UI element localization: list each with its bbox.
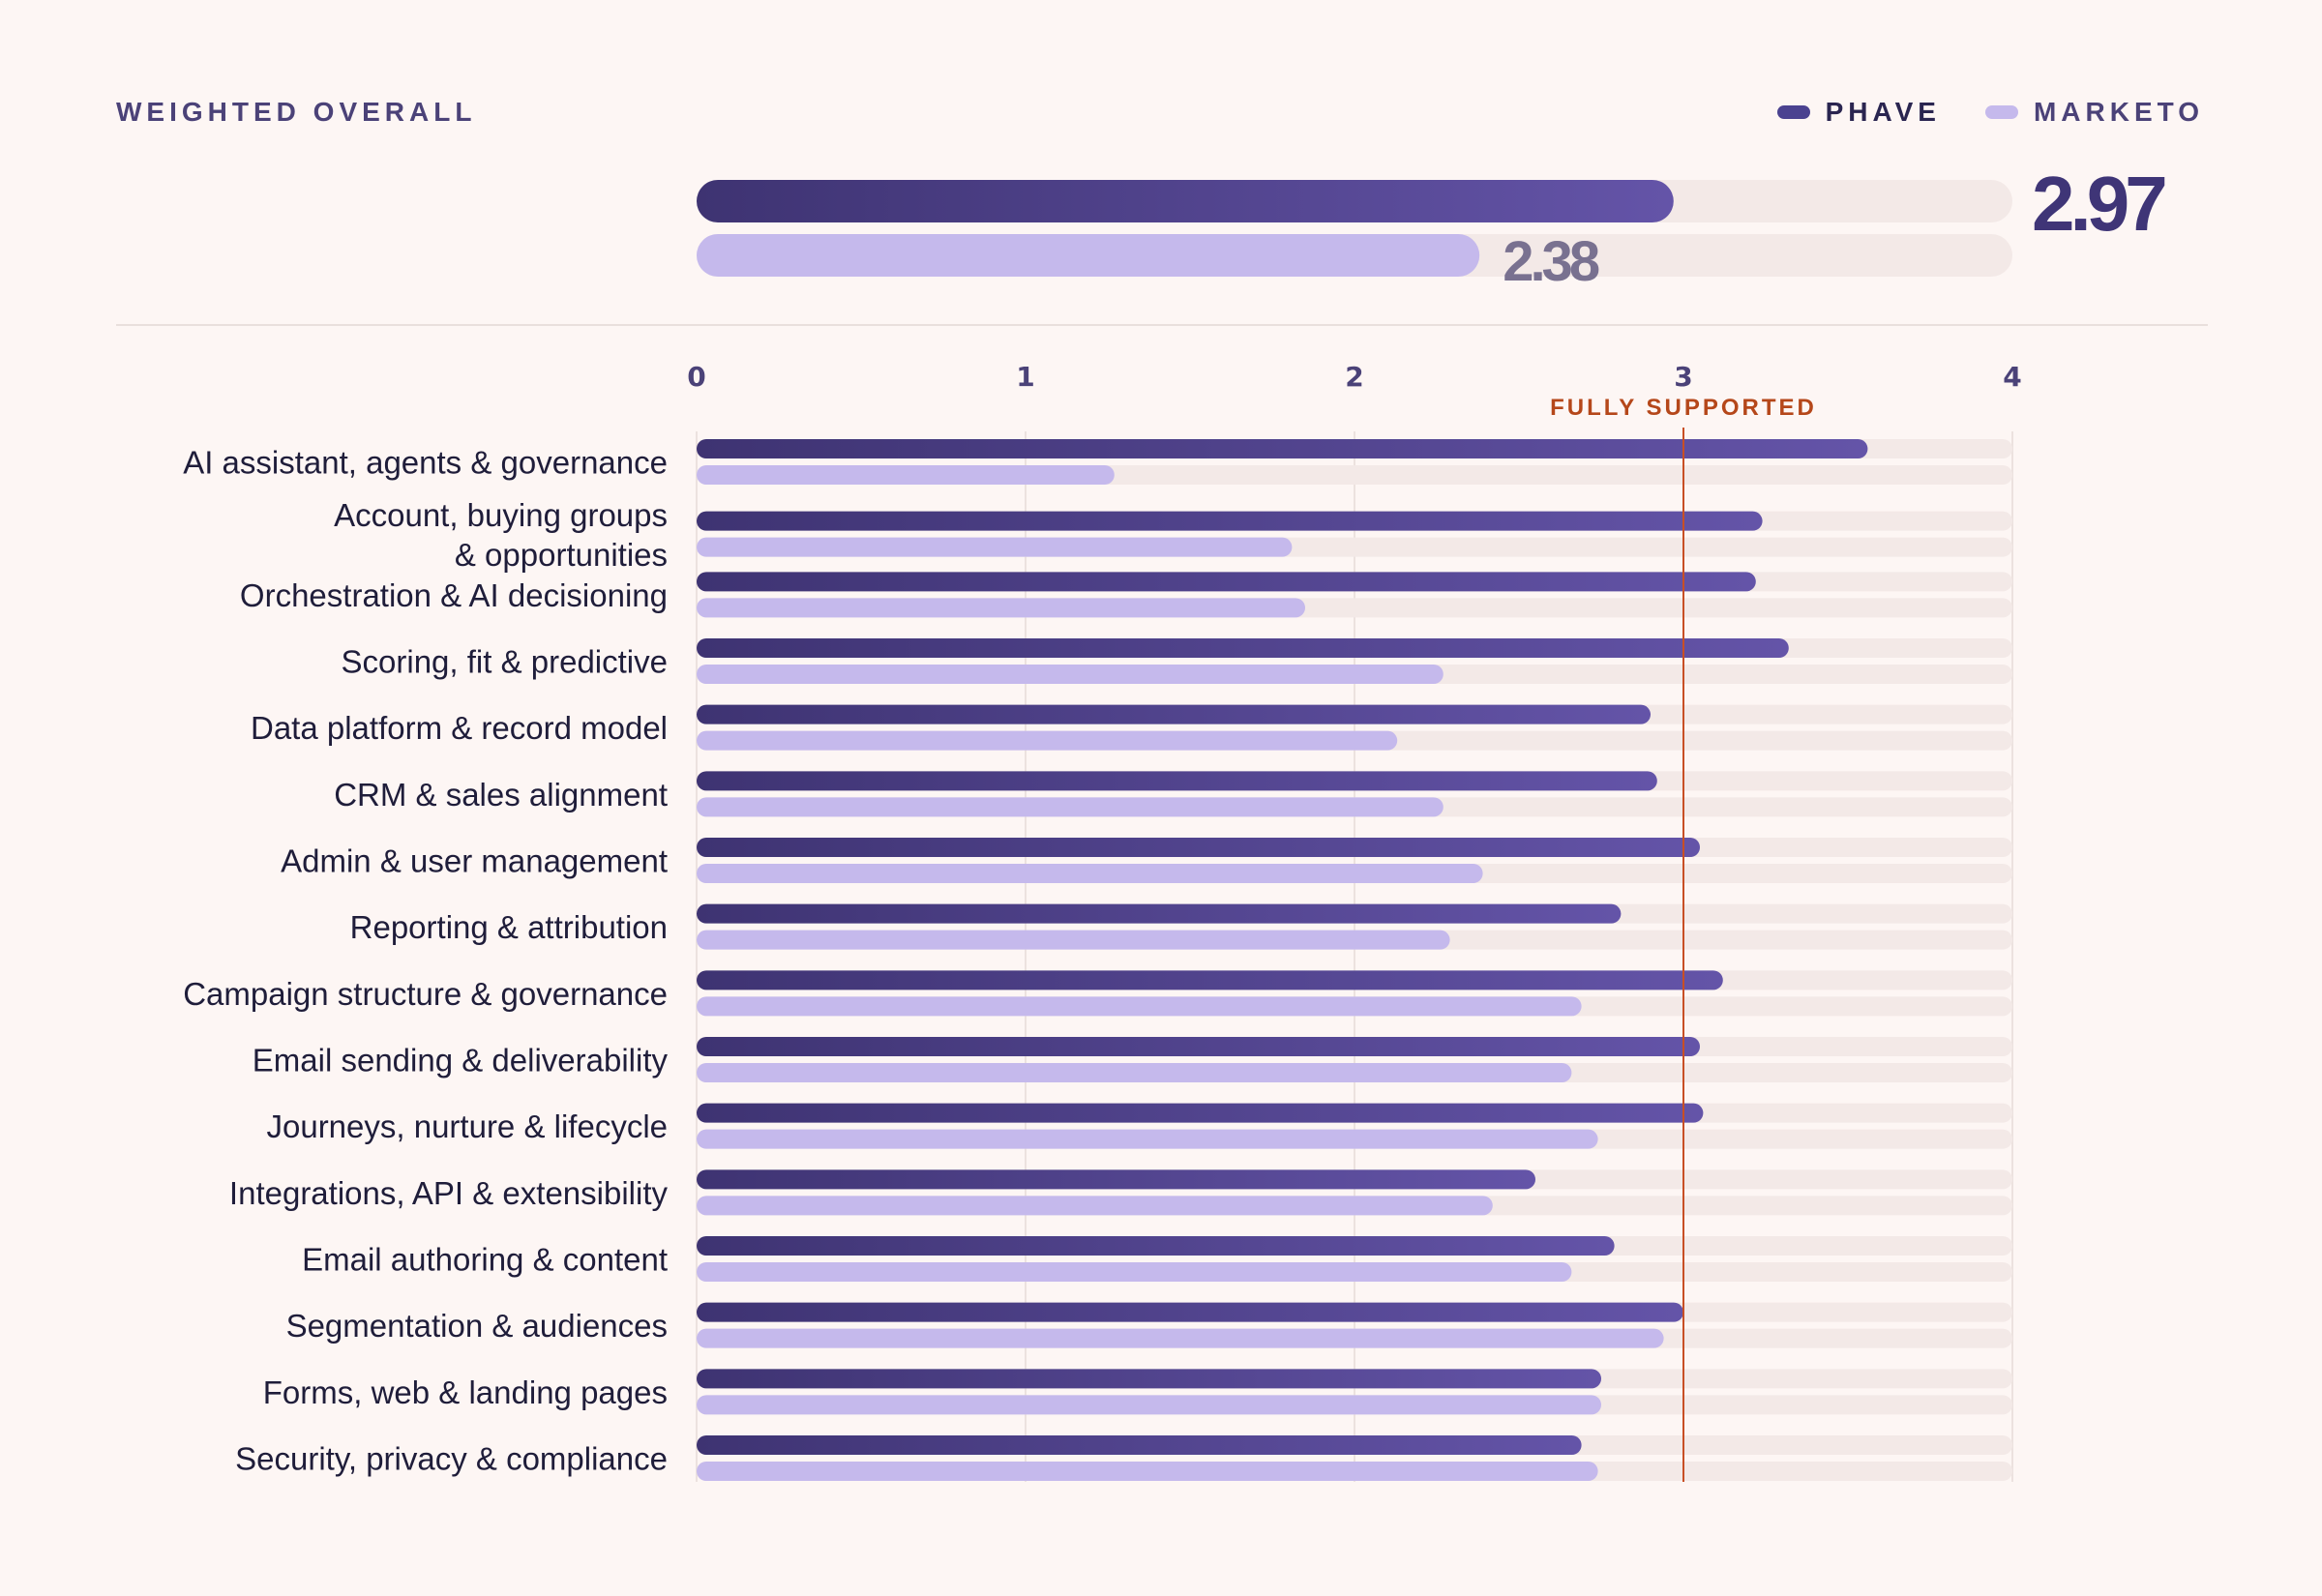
x-tick-label-3: 3 (1674, 361, 1692, 393)
bar-marketo (697, 465, 1115, 485)
bar-phave (697, 511, 1763, 531)
bar-phave (697, 771, 1657, 791)
overall-bar-phave (697, 180, 1674, 222)
category-label: Scoring, fit & predictive (342, 644, 668, 680)
bar-marketo (697, 1395, 1601, 1415)
category-label: AI assistant, agents & governance (183, 445, 668, 481)
bar-phave (697, 903, 1622, 924)
bar-phave (697, 1435, 1582, 1455)
bar-phave (697, 1103, 1704, 1123)
legend-label-phave: PHAVE (1825, 97, 1941, 127)
bar-marketo (697, 1462, 1598, 1481)
category-label: Reporting & attribution (350, 909, 668, 945)
bar-phave (697, 838, 1700, 857)
category-label: CRM & sales alignment (334, 777, 668, 813)
bar-phave (697, 439, 1868, 458)
bar-marketo (697, 996, 1582, 1017)
bar-marketo (697, 598, 1305, 618)
category-label: Security, privacy & compliance (235, 1441, 668, 1477)
bar-marketo (697, 864, 1483, 883)
bar-marketo (697, 1196, 1493, 1216)
bar-phave (697, 1169, 1535, 1190)
bar-phave (697, 1302, 1683, 1322)
bar-marketo (697, 1129, 1598, 1149)
reference-line-label: FULLY SUPPORTED (1550, 395, 1817, 421)
category-label: Forms, web & landing pages (263, 1374, 668, 1410)
bar-phave (697, 1236, 1615, 1256)
bar-marketo (697, 1262, 1572, 1282)
overall-score-phave: 2.97 (2032, 161, 2164, 247)
legend-swatch-marketo (1984, 105, 2018, 119)
x-axis-ticks: 0 1 2 3 4 (687, 361, 2021, 393)
category-label: Segmentation & audiences (286, 1308, 668, 1344)
category-labels: AI assistant, agents & governance Account… (183, 445, 668, 1477)
legend: PHAVE MARKETO (1776, 97, 2204, 128)
category-label: Journeys, nurture & lifecycle (266, 1108, 668, 1144)
category-label: Data platform & record model (251, 710, 668, 746)
category-label: Email authoring & content (302, 1242, 668, 1278)
overall-score-marketo: 2.38 (1503, 230, 1599, 293)
x-tick-label-2: 2 (1345, 361, 1363, 393)
legend-item-phave: PHAVE (1776, 97, 1941, 128)
bar-phave (697, 638, 1789, 658)
category-label: Orchestration & AI decisioning (240, 577, 668, 613)
category-label: Integrations, API & extensibility (229, 1175, 669, 1211)
bar-marketo (697, 930, 1450, 950)
overall-section: 2.97 2.38 (697, 161, 2169, 293)
category-label: Account, buying groups & opportunities (334, 497, 668, 573)
x-tick-label-4: 4 (2003, 361, 2021, 393)
bar-phave (697, 1037, 1700, 1056)
bar-phave (697, 704, 1651, 724)
bar-phave (697, 572, 1756, 592)
bar-marketo (697, 665, 1444, 684)
x-tick-label-1: 1 (1016, 361, 1034, 393)
x-tick-label-0: 0 (687, 361, 705, 393)
legend-label-marketo: MARKETO (2033, 97, 2204, 127)
bar-phave (697, 1369, 1601, 1389)
bar-phave (697, 970, 1723, 990)
bar-marketo (697, 1328, 1664, 1348)
legend-swatch-phave (1776, 105, 1810, 119)
overall-bar-marketo (697, 234, 1480, 277)
category-label: Admin & user management (281, 843, 668, 879)
reference-line-group: FULLY SUPPORTED (1550, 395, 1817, 1482)
category-label: Campaign structure & governance (183, 976, 668, 1012)
category-label: Email sending & deliverability (253, 1043, 669, 1079)
chart-eyebrow-title: WEIGHTED OVERALL (116, 97, 477, 127)
bar-marketo (697, 1063, 1572, 1082)
bar-marketo (697, 797, 1444, 817)
legend-item-marketo: MARKETO (1984, 97, 2204, 128)
bar-marketo (697, 537, 1293, 557)
bar-marketo (697, 730, 1398, 751)
